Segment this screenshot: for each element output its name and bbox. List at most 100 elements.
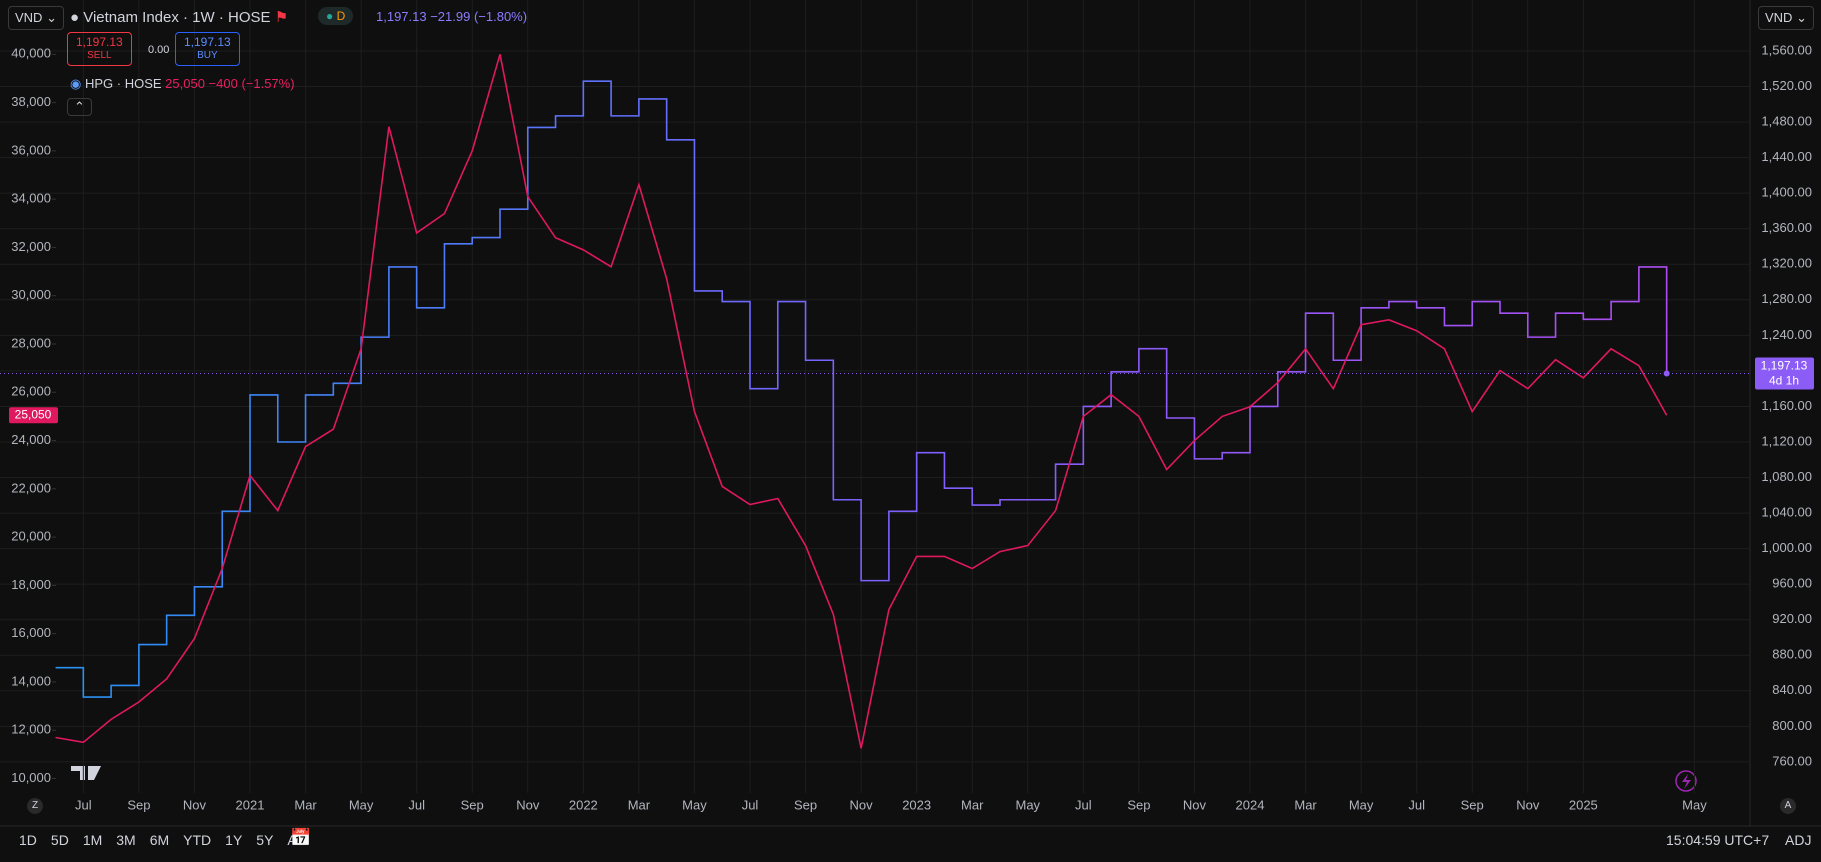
x-tick-label: Sep	[1461, 797, 1484, 812]
spread: 0.00	[148, 44, 170, 56]
y2-tick-label: 1,360.00	[1761, 220, 1812, 235]
range-bar: 1D 5D 1M 3M 6M YTD 1Y 5Y All	[19, 832, 317, 850]
sell-price: 1,197.13	[76, 35, 123, 49]
buy-button[interactable]: 1,197.13 BUY	[175, 32, 240, 66]
y-tick-label: 26,000	[11, 384, 51, 399]
currency-button-right[interactable]: VND ⌄	[1758, 6, 1814, 30]
y2-tick-label: 1,440.00	[1761, 149, 1812, 164]
price-box	[1755, 357, 1814, 390]
range-button[interactable]: YTD	[183, 832, 212, 848]
x-tick-label: 2023	[902, 797, 931, 812]
y-tick-label: 14,000	[11, 673, 51, 688]
y-tick-label: 36,000	[11, 142, 51, 157]
y2-tick-label: 1,560.00	[1761, 42, 1812, 57]
y2-tick-label: 1,320.00	[1761, 256, 1812, 271]
x-tick-label: May	[1682, 797, 1707, 812]
x-tick-label: Jul	[1075, 797, 1092, 812]
x-tick-label: Nov	[516, 797, 540, 812]
y-tick-label: 38,000	[11, 94, 51, 109]
series-line	[55, 80, 1668, 698]
range-button[interactable]: 1M	[82, 832, 103, 848]
range-button[interactable]: 1Y	[225, 832, 243, 848]
y-tick-label: 30,000	[11, 287, 51, 302]
y-tick-label: 28,000	[11, 335, 51, 350]
currency-label: VND	[15, 10, 43, 25]
y-tick-label: 32,000	[11, 239, 51, 254]
logo	[71, 766, 101, 780]
x-tick-label: 2025	[1569, 797, 1598, 812]
y2-tick-label: 1,160.00	[1761, 398, 1812, 413]
currency-button[interactable]: VND ⌄	[8, 6, 64, 30]
lightning-glyph	[1682, 774, 1691, 789]
x-tick-label: Nov	[183, 797, 207, 812]
price-box	[9, 407, 58, 424]
x-tick-label: May	[349, 797, 374, 812]
x-tick-label: May	[1015, 797, 1040, 812]
y2-tick-label: 760.00	[1772, 753, 1812, 768]
x-tick-label: May	[682, 797, 707, 812]
x-tick-label: Sep	[461, 797, 484, 812]
range-button[interactable]: 6M	[149, 832, 170, 848]
x-tick-label: Jul	[75, 797, 92, 812]
range-button[interactable]: 1D	[19, 832, 37, 848]
x-tick-label: Mar	[961, 797, 984, 812]
date-range-icon[interactable]: 📅	[290, 828, 312, 847]
x-tick-label: Nov	[1516, 797, 1540, 812]
y2-tick-label: 1,000.00	[1761, 540, 1812, 555]
x-tick-label: 2021	[236, 797, 265, 812]
range-button[interactable]: All	[287, 832, 303, 848]
interval-badge: D	[336, 9, 346, 23]
y2-tick-label: 880.00	[1772, 647, 1812, 662]
x-tick-label: Sep	[127, 797, 150, 812]
x-tick-label: Mar	[628, 797, 651, 812]
countdown-label: 4d 1h	[1769, 374, 1799, 388]
y-tick-label: 34,000	[11, 191, 51, 206]
y2-tick-label: 1,280.00	[1761, 291, 1812, 306]
status-pill[interactable]: ● D	[318, 7, 354, 25]
y2-tick-label: 1,240.00	[1761, 327, 1812, 342]
series-line	[55, 54, 1668, 749]
zoom-button[interactable]: Z	[27, 798, 43, 814]
last-point	[1663, 370, 1670, 377]
range-button[interactable]: 3M	[116, 832, 136, 848]
collapse-button[interactable]: ⌃	[67, 98, 92, 116]
x-tick-label: May	[1349, 797, 1374, 812]
y-tick-label: 24,000	[11, 432, 51, 447]
y2-tick-label: 1,520.00	[1761, 78, 1812, 93]
sell-button[interactable]: 1,197.13 SELL	[67, 32, 132, 66]
x-tick-label: Jul	[742, 797, 759, 812]
y2-tick-label: 960.00	[1772, 576, 1812, 591]
compare-quote: 25,050 −400 (−1.57%)	[165, 76, 295, 91]
y-tick-label: 22,000	[11, 480, 51, 495]
x-tick-label: Sep	[1127, 797, 1150, 812]
x-tick-label: Mar	[1294, 797, 1317, 812]
y-tick-label: 16,000	[11, 625, 51, 640]
range-button[interactable]: 5D	[50, 832, 69, 848]
range-button[interactable]: 5Y	[256, 832, 274, 848]
y-tick-label: 20,000	[11, 529, 51, 544]
clock: 15:04:59 UTC+7	[1666, 832, 1770, 848]
price-label: 25,050	[15, 407, 52, 421]
lightning-icon[interactable]	[1675, 770, 1697, 792]
x-tick-label: Jul	[408, 797, 425, 812]
x-tick-label: Nov	[850, 797, 874, 812]
y2-tick-label: 1,400.00	[1761, 185, 1812, 200]
y2-tick-label: 840.00	[1772, 682, 1812, 697]
sell-label: SELL	[87, 50, 112, 61]
adj-button[interactable]: ADJ	[1785, 832, 1812, 848]
y2-tick-label: 1,080.00	[1761, 469, 1812, 484]
compare-legend: ◉ HPG · HOSE 25,050 −400 (−1.57%)	[70, 76, 295, 91]
main-quote: 1,197.13 −21.99 (−1.80%)	[376, 9, 528, 24]
x-tick-label: 2024	[1236, 797, 1265, 812]
auto-button[interactable]: A	[1780, 798, 1796, 814]
x-tick-label: Nov	[1183, 797, 1207, 812]
y2-tick-label: 1,480.00	[1761, 114, 1812, 129]
x-tick-label: Jul	[1408, 797, 1425, 812]
y-tick-label: 10,000	[11, 770, 51, 785]
legend-title: Vietnam Index · 1W · HOSE	[83, 9, 271, 26]
main-legend: ● Vietnam Index · 1W · HOSE ⚑	[70, 9, 289, 26]
x-tick-label: Mar	[294, 797, 317, 812]
compare-title: HPG · HOSE	[84, 76, 162, 91]
